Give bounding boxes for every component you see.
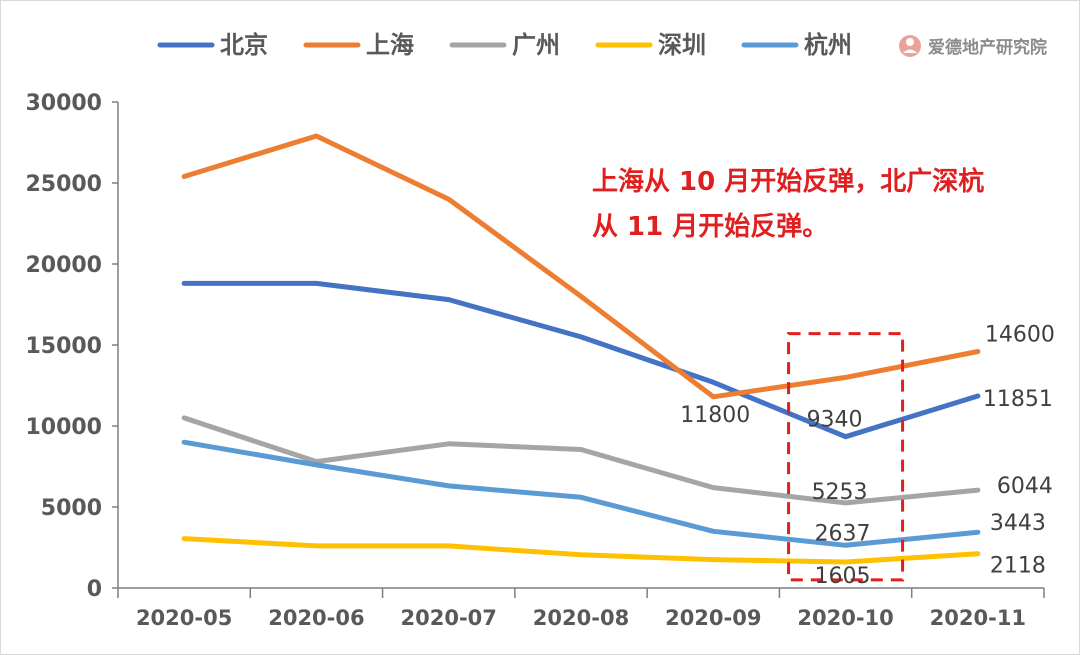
y-tick-label: 0 — [87, 577, 102, 602]
legend-label-广州: 广州 — [512, 31, 560, 59]
x-tick-label: 2020-11 — [930, 606, 1026, 630]
data-labels: 11800 14600 9340 11851 5253 6044 2637 3443 1605 2… — [680, 322, 1055, 589]
series-lines — [181, 133, 981, 565]
legend-label-杭州: 杭州 — [804, 31, 852, 59]
y-tick-label: 5000 — [41, 496, 102, 521]
watermark-text: 爱德地产研究院 — [928, 37, 1047, 58]
data-label-杭州-2020-11: 3443 — [990, 511, 1046, 536]
person-body-shape — [903, 49, 917, 53]
y-tick-label: 15000 — [25, 334, 102, 359]
annotation-line-1: 上海从 10 月开始反弹，北广深杭 — [592, 166, 984, 197]
watermark: 爱德地产研究院 — [899, 35, 1047, 58]
series-line-上海 — [181, 133, 981, 400]
legend-label-深圳: 深圳 — [658, 31, 706, 59]
data-label-广州-2020-10: 5253 — [812, 480, 868, 505]
person-head-shape — [906, 38, 914, 46]
x-tick-label: 2020-05 — [136, 606, 232, 630]
y-tick-label: 20000 — [25, 253, 102, 278]
data-label-深圳-2020-10: 1605 — [815, 564, 871, 589]
data-label-深圳-2020-11: 2118 — [990, 554, 1046, 579]
series-line-深圳 — [181, 536, 981, 565]
annotation: 上海从 10 月开始反弹，北广深杭 从 11 月开始反弹。 — [592, 166, 984, 242]
legend-label-上海: 上海 — [366, 31, 414, 59]
axes: 0 5000 10000 15000 20000 25000 30000 2020-05 202… — [25, 91, 1045, 630]
data-label-上海-2020-11: 14600 — [985, 322, 1055, 347]
x-tick-label: 2020-10 — [797, 606, 893, 630]
data-label-北京-2020-10: 9340 — [807, 408, 863, 433]
x-tick-label: 2020-07 — [401, 606, 497, 630]
data-label-上海-2020-09: 11800 — [680, 403, 750, 428]
series-line-北京 — [181, 280, 981, 440]
y-tick-label: 25000 — [25, 172, 102, 197]
data-label-北京-2020-11: 11851 — [983, 387, 1053, 412]
y-tick-label: 30000 — [25, 91, 102, 116]
y-tick-label: 10000 — [25, 415, 102, 440]
x-tick-label: 2020-08 — [533, 606, 629, 630]
series-line-广州 — [181, 415, 981, 506]
legend-label-北京: 北京 — [220, 31, 268, 59]
series-line-杭州 — [181, 439, 981, 548]
data-label-广州-2020-11: 6044 — [997, 474, 1053, 499]
legend: 北京 上海 广州 深圳 杭州 — [157, 31, 852, 59]
x-tick-label: 2020-06 — [268, 606, 364, 630]
annotation-line-2: 从 11 月开始反弹。 — [592, 212, 828, 242]
data-label-杭州-2020-10: 2637 — [815, 521, 871, 546]
x-tick-label: 2020-09 — [665, 606, 761, 630]
